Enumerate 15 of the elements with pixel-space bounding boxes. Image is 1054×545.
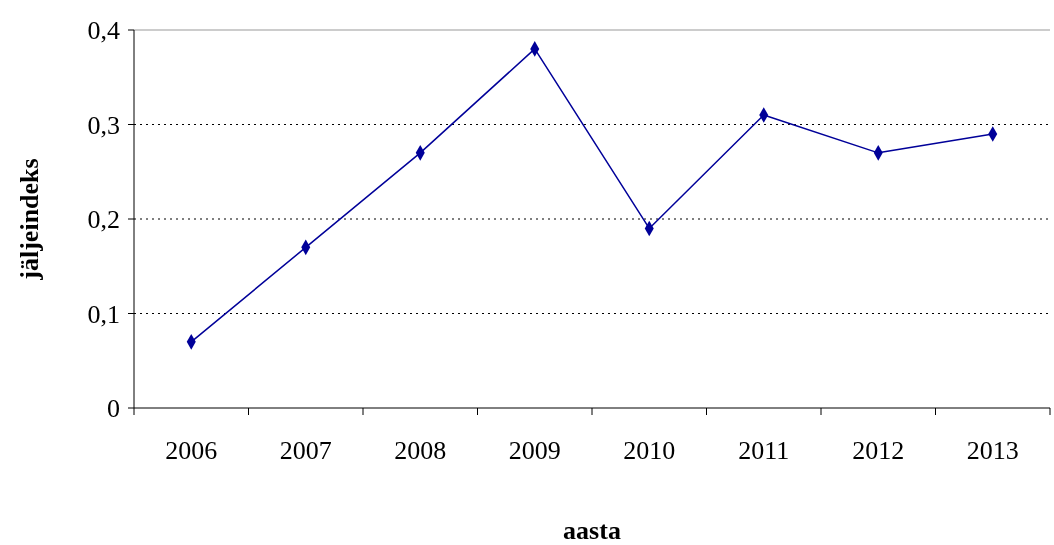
x-tick-label: 2011 — [738, 436, 790, 465]
x-tick-label: 2010 — [623, 436, 676, 465]
x-tick-label: 2009 — [508, 436, 561, 465]
x-tick-label: 2007 — [279, 436, 332, 465]
y-tick-label: 0,3 — [87, 110, 120, 140]
x-tick-label: 2008 — [394, 436, 447, 465]
y-tick-label: 0,1 — [87, 299, 120, 329]
x-tick-label: 2013 — [966, 436, 1019, 465]
x-axis-title: aasta — [563, 516, 621, 545]
y-tick-label: 0,4 — [87, 16, 120, 46]
x-tick-label: 2006 — [165, 436, 218, 465]
y-tick-label: 0,2 — [87, 205, 120, 235]
y-tick-label: 0 — [107, 394, 120, 424]
y-axis-title: jäljeindeks — [15, 158, 44, 281]
x-tick-label: 2012 — [852, 436, 905, 465]
